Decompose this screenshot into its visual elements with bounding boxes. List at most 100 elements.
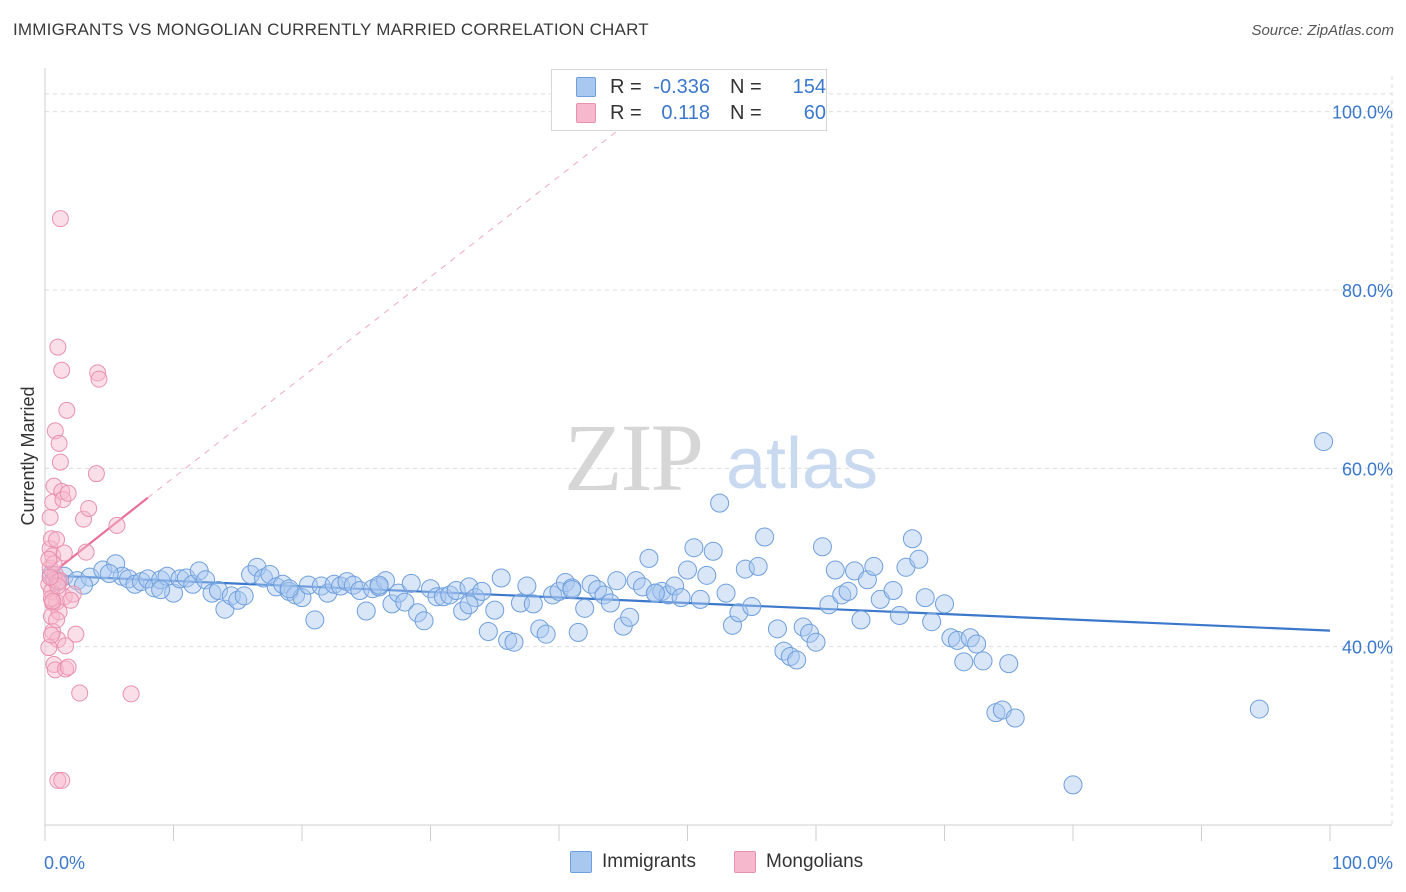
point-immigrants xyxy=(787,650,807,670)
point-immigrants xyxy=(909,549,929,569)
point-immigrants xyxy=(241,564,261,584)
point-mongolians xyxy=(57,660,75,678)
bottom-legend-immigrants[interactable]: Immigrants xyxy=(570,851,696,873)
legend-n-value-mongolians: 60 xyxy=(803,101,826,124)
point-mongolians xyxy=(51,453,69,471)
point-immigrants xyxy=(555,572,575,592)
legend-r-value-mongolians: 0.118 xyxy=(661,101,710,124)
point-immigrants xyxy=(208,580,228,600)
point-immigrants xyxy=(1063,775,1083,795)
point-immigrants xyxy=(999,654,1019,674)
point-immigrants xyxy=(780,646,800,666)
point-immigrants xyxy=(838,581,858,601)
point-immigrants xyxy=(536,624,556,644)
point-immigrants xyxy=(1314,432,1334,452)
point-immigrants xyxy=(851,610,871,630)
point-mongolians xyxy=(40,550,58,568)
point-immigrants xyxy=(562,580,582,600)
point-immigrants xyxy=(151,580,171,600)
point-immigrants xyxy=(581,574,601,594)
grid-lines xyxy=(45,76,1393,825)
point-immigrants xyxy=(356,601,376,621)
point-mongolians xyxy=(58,401,76,419)
point-immigrants xyxy=(639,548,659,568)
point-mongolians xyxy=(57,637,75,655)
point-immigrants xyxy=(678,560,697,580)
data-points xyxy=(40,210,1334,795)
correlation-legend: R = -0.336 N = 154 R = 0.118 N = 60 xyxy=(551,69,827,131)
point-immigrants xyxy=(767,619,787,639)
bottom-legend-mongolians[interactable]: Mongolians xyxy=(734,851,863,873)
point-immigrants xyxy=(812,537,832,557)
point-immigrants xyxy=(504,632,524,652)
point-mongolians xyxy=(45,555,63,573)
y-tick-label: 40.0% xyxy=(1342,638,1393,658)
point-immigrants xyxy=(498,630,518,650)
point-immigrants xyxy=(819,595,839,615)
legend-r-value-immigrants: -0.336 xyxy=(653,75,710,98)
point-immigrants xyxy=(459,595,479,615)
point-immigrants xyxy=(151,570,171,590)
point-immigrants xyxy=(106,554,126,574)
legend-n-value-immigrants: 154 xyxy=(792,75,826,98)
point-immigrants xyxy=(954,652,974,672)
point-immigrants xyxy=(408,603,428,623)
point-immigrants xyxy=(825,560,845,580)
axes xyxy=(44,68,1392,841)
point-mongolians xyxy=(42,530,60,548)
point-mongolians xyxy=(62,591,80,609)
watermark-zip: ZIP xyxy=(564,404,702,511)
point-immigrants xyxy=(543,585,563,605)
point-immigrants xyxy=(684,538,704,558)
point-immigrants xyxy=(472,581,492,601)
point-immigrants xyxy=(305,610,325,630)
point-mongolians xyxy=(41,568,59,586)
y-tick-label: 100.0% xyxy=(1332,103,1393,123)
point-immigrants xyxy=(594,585,614,605)
point-immigrants xyxy=(697,565,717,585)
point-mongolians xyxy=(71,684,89,702)
point-mongolians xyxy=(59,484,77,502)
point-immigrants xyxy=(620,607,640,627)
bottom-legend-swatch-immigrants xyxy=(570,851,592,873)
point-immigrants xyxy=(935,594,954,614)
bottom-legend-label-mongolians: Mongolians xyxy=(766,851,864,872)
x-tick-label-min: 0.0% xyxy=(44,853,85,873)
point-mongolians xyxy=(77,543,95,561)
point-mongolians xyxy=(53,361,71,379)
point-immigrants xyxy=(645,583,665,603)
point-mongolians xyxy=(42,626,60,644)
trend-immigrants xyxy=(44,574,1331,632)
source-label: Source: ZipAtlas.com xyxy=(1251,22,1394,39)
point-immigrants xyxy=(742,597,762,617)
watermark-atlas: atlas xyxy=(726,424,878,504)
point-mongolians xyxy=(49,771,67,789)
point-immigrants xyxy=(568,622,588,642)
point-immigrants xyxy=(832,585,852,605)
point-immigrants xyxy=(967,634,987,654)
point-immigrants xyxy=(517,576,537,596)
point-mongolians xyxy=(49,338,67,356)
point-immigrants xyxy=(401,573,421,593)
point-mongolians xyxy=(50,434,68,452)
point-immigrants xyxy=(575,598,595,618)
point-immigrants xyxy=(99,564,119,584)
point-immigrants xyxy=(395,592,415,612)
legend-r-label: R = xyxy=(610,75,642,98)
point-immigrants xyxy=(890,605,910,625)
point-mongolians xyxy=(80,499,98,517)
bottom-legend-label-immigrants: Immigrants xyxy=(602,851,696,872)
point-mongolians xyxy=(59,658,77,676)
point-mongolians xyxy=(48,531,66,549)
point-immigrants xyxy=(600,593,620,613)
point-mongolians xyxy=(44,592,62,610)
y-axis-label: Currently Married xyxy=(18,386,38,525)
point-immigrants xyxy=(164,583,183,603)
point-mongolians xyxy=(67,625,85,643)
point-immigrants xyxy=(665,576,685,596)
y-tick-label: 80.0% xyxy=(1342,281,1393,301)
point-immigrants xyxy=(478,622,498,642)
legend-swatch-immigrants xyxy=(576,77,596,97)
point-immigrants xyxy=(343,575,363,595)
tick-labels: 40.0% 60.0% 80.0% 100.0% 0.0% 100.0% xyxy=(44,103,1393,873)
